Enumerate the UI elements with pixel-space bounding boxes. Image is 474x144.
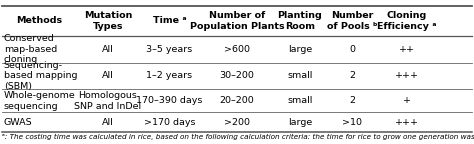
Text: small: small: [287, 71, 312, 80]
Text: >10: >10: [342, 118, 362, 127]
Text: All: All: [102, 71, 114, 80]
Text: Time ᵃ: Time ᵃ: [153, 16, 186, 25]
Text: Cloning
Efficiency ᵃ: Cloning Efficiency ᵃ: [377, 11, 436, 31]
Text: 0: 0: [349, 45, 355, 54]
Text: small: small: [287, 96, 312, 105]
Text: Homologous
SNP and InDel: Homologous SNP and InDel: [74, 91, 141, 110]
Text: >200: >200: [224, 118, 250, 127]
Text: +++: +++: [394, 71, 419, 80]
Text: Conserved
map-based
cloning: Conserved map-based cloning: [4, 34, 57, 64]
Text: 20–200: 20–200: [219, 96, 255, 105]
Text: 30–200: 30–200: [219, 71, 255, 80]
Text: Number
of Pools ᵇ: Number of Pools ᵇ: [327, 11, 377, 31]
Text: GWAS: GWAS: [4, 118, 32, 127]
Text: +++: +++: [394, 118, 419, 127]
Text: Sequencing-
based mapping
(SBM): Sequencing- based mapping (SBM): [4, 61, 77, 91]
Text: 1–2 years: 1–2 years: [146, 71, 192, 80]
Text: All: All: [102, 118, 114, 127]
Text: large: large: [288, 45, 312, 54]
Text: >170 days: >170 days: [144, 118, 195, 127]
Text: large: large: [288, 118, 312, 127]
Text: +: +: [402, 96, 410, 105]
Text: ᵃ: The costing time was calculated in rice, based on the following calculation c: ᵃ: The costing time was calculated in ri…: [2, 134, 474, 140]
Text: >600: >600: [224, 45, 250, 54]
Text: 170–390 days: 170–390 days: [136, 96, 203, 105]
Text: All: All: [102, 45, 114, 54]
Text: 3–5 years: 3–5 years: [146, 45, 192, 54]
Text: Planting
Room: Planting Room: [277, 11, 322, 31]
Text: ++: ++: [399, 45, 414, 54]
Text: Mutation
Types: Mutation Types: [83, 11, 132, 31]
Text: Whole-genome
sequencing: Whole-genome sequencing: [4, 91, 75, 110]
Text: 2: 2: [349, 71, 355, 80]
Text: 2: 2: [349, 96, 355, 105]
Text: Number of
Population Plants: Number of Population Plants: [190, 11, 284, 31]
Text: Methods: Methods: [16, 16, 62, 25]
